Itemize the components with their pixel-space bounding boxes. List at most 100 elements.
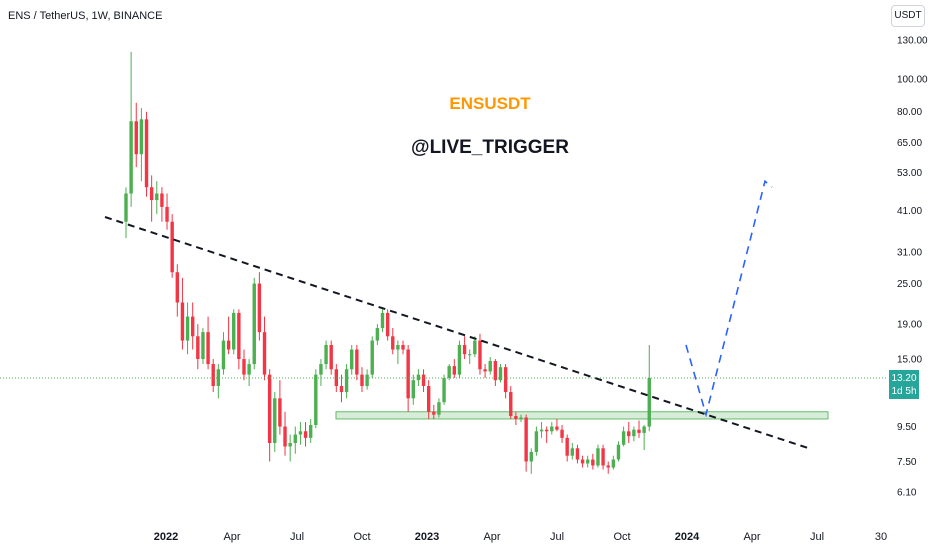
candle <box>488 357 492 375</box>
candle <box>344 364 349 399</box>
candle <box>380 309 385 333</box>
projection-path[interactable] <box>685 179 773 418</box>
candle-body <box>262 332 267 375</box>
candle <box>442 374 446 405</box>
candle <box>226 316 231 355</box>
time-axis: 2022 Apr Jul Oct 2023 Apr Jul Oct 2024 Apr Jul 30 <box>154 531 887 543</box>
candle-body <box>642 426 646 433</box>
candle-body <box>401 344 405 350</box>
candle <box>411 374 415 405</box>
candle <box>355 344 359 381</box>
candle-body <box>565 437 569 456</box>
candle-body <box>308 424 313 438</box>
candle-body <box>344 369 349 393</box>
candle-body <box>432 411 436 415</box>
candle-body <box>534 431 539 452</box>
candle <box>324 340 328 370</box>
candle-body <box>570 448 575 456</box>
candle-body <box>406 349 410 399</box>
candle <box>155 181 159 215</box>
candle <box>303 421 308 447</box>
candle-body <box>462 344 467 355</box>
candle <box>129 51 133 207</box>
candle <box>375 324 380 345</box>
candle <box>221 332 226 375</box>
candle <box>216 364 221 399</box>
time-tick-label: 2022 <box>154 531 178 543</box>
candle-body <box>232 312 236 350</box>
candle <box>509 385 513 419</box>
candle-body <box>175 272 179 303</box>
candle-body <box>647 377 651 427</box>
candle <box>288 434 292 462</box>
candle <box>555 418 559 432</box>
candle-body <box>329 344 333 370</box>
candle <box>298 421 303 445</box>
candle <box>421 369 426 393</box>
candle-body <box>416 374 421 381</box>
candle-body <box>247 364 251 375</box>
candle <box>452 359 457 378</box>
candle-body <box>473 340 477 355</box>
candle <box>385 309 390 341</box>
candle-body <box>339 385 344 393</box>
candle-body <box>498 367 503 381</box>
candle-body <box>350 349 354 370</box>
ticker-label: ENSUSDT <box>449 94 531 113</box>
candle-body <box>303 431 308 438</box>
price-tick-label: 31.00 <box>897 247 922 258</box>
candle-body <box>226 340 231 350</box>
candle <box>314 369 318 429</box>
candle-body <box>580 459 585 464</box>
candle-body <box>196 336 200 360</box>
time-tick-label: Oct <box>353 531 370 543</box>
candle-body <box>237 312 241 360</box>
candle <box>370 336 374 378</box>
candle-body <box>611 459 616 468</box>
candle-body <box>380 312 385 329</box>
candle-body <box>391 336 395 350</box>
candle <box>457 340 462 378</box>
candle <box>319 359 323 386</box>
candle <box>642 424 646 451</box>
candle-body <box>616 444 621 460</box>
price-tick-label: 65.00 <box>897 138 922 149</box>
candle <box>493 359 498 386</box>
price-tick-label: 9.50 <box>897 422 917 433</box>
candle <box>308 418 313 443</box>
currency-button[interactable]: USDT <box>891 5 925 27</box>
price-tick-label: 41.00 <box>897 206 922 217</box>
candle-body <box>273 398 277 443</box>
time-tick-label: Apr <box>223 531 240 543</box>
candle <box>529 448 533 474</box>
candle-body <box>524 417 528 462</box>
candle <box>273 392 277 452</box>
candle <box>180 277 185 350</box>
candle <box>616 441 621 462</box>
descending-trendline[interactable] <box>104 216 809 449</box>
candle <box>257 272 262 341</box>
candle <box>396 340 400 365</box>
candle-body <box>155 193 159 201</box>
candle-body <box>606 465 610 468</box>
candle <box>539 421 544 438</box>
candle-body <box>319 364 323 375</box>
candle <box>283 411 287 456</box>
candle <box>365 369 369 390</box>
candle-body <box>411 380 415 399</box>
bar-countdown: 1d 5h <box>891 386 917 397</box>
candle-body <box>365 374 369 386</box>
candle-body <box>621 431 626 445</box>
candles-layer <box>124 51 651 474</box>
candle-body <box>267 374 272 443</box>
candle <box>329 340 333 375</box>
candle <box>621 426 626 447</box>
candle <box>401 340 405 355</box>
candle-body <box>627 431 631 437</box>
candle <box>632 426 636 442</box>
candle-body <box>591 459 595 466</box>
candle-body <box>293 434 297 443</box>
candle <box>483 364 487 378</box>
candle <box>391 328 395 355</box>
